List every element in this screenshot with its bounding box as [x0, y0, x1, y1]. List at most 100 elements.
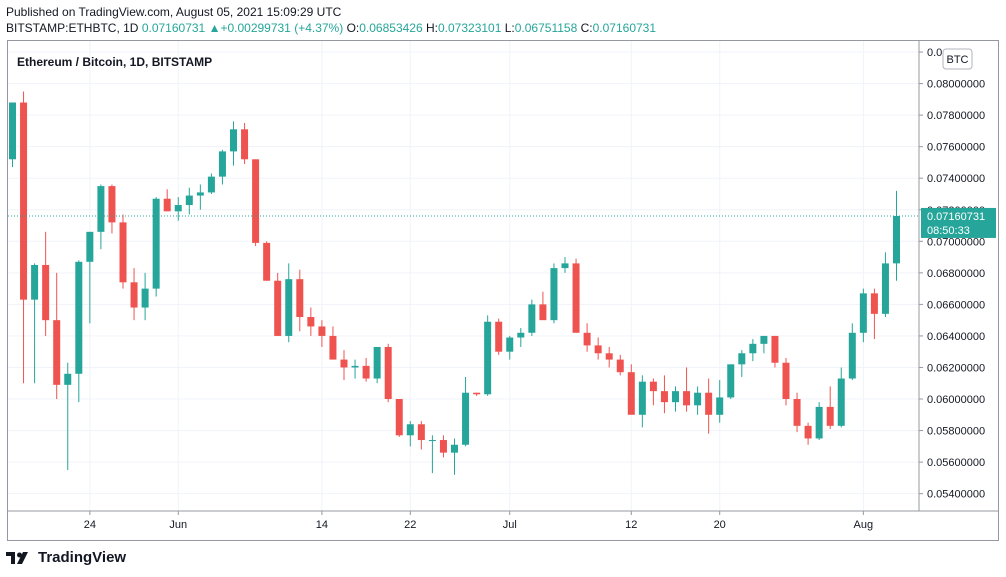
candle — [42, 231, 50, 336]
candle-body — [417, 424, 425, 441]
x-tick-label: 14 — [316, 519, 328, 531]
candle-body — [42, 264, 50, 321]
candle — [230, 121, 237, 166]
up-triangle-icon: ▲ — [208, 21, 221, 35]
y-tick-label: 0.05400000 — [927, 489, 985, 501]
candle — [439, 435, 447, 458]
candle — [793, 392, 801, 433]
candle — [749, 339, 757, 362]
candle — [296, 269, 304, 332]
candle — [462, 376, 470, 447]
y-tick-label: 0.05800000 — [927, 426, 985, 438]
candle — [583, 323, 591, 352]
published-line: Published on TradingView.com, August 05,… — [6, 5, 342, 19]
y-tick-label: 0.0 — [927, 47, 942, 59]
candle — [660, 375, 668, 414]
candle-body — [517, 332, 525, 338]
candle-body — [539, 304, 547, 321]
candle — [362, 358, 370, 382]
candle — [141, 272, 149, 321]
candle-body — [163, 198, 171, 212]
candle-body — [439, 440, 447, 453]
open-label: O: — [346, 21, 360, 35]
candle-body — [638, 381, 646, 415]
currency-badge[interactable]: BTC — [942, 48, 973, 70]
candle — [506, 335, 514, 360]
candle-body — [97, 186, 105, 232]
currency-badge-label: BTC — [947, 54, 969, 66]
candle-body — [815, 406, 823, 439]
y-tick-label: 0.06800000 — [927, 268, 985, 280]
price-chart[interactable]: 0.05400000 0.05600000 0.05800000 0.06000000… — [8, 41, 998, 540]
candle-body — [362, 365, 370, 379]
candle — [417, 421, 425, 450]
candle — [75, 260, 83, 403]
candle-body — [241, 129, 249, 160]
tradingview-brand[interactable]: TradingView — [6, 549, 126, 566]
candle-body — [130, 282, 138, 308]
candle-body — [406, 424, 414, 436]
candle-body — [307, 317, 315, 327]
chart-title: Ethereum / Bitcoin, 1D, BITSTAMP — [17, 55, 212, 69]
candle — [108, 184, 116, 234]
candle-body — [263, 242, 271, 281]
candle — [771, 335, 779, 368]
candle-body — [859, 293, 867, 333]
candle — [826, 386, 834, 429]
candle-body — [749, 343, 757, 354]
y-tick-label: 0.06000000 — [927, 394, 985, 406]
candle-body — [75, 261, 83, 374]
y-tick-label: 0.08000000 — [927, 79, 985, 91]
candles — [9, 91, 900, 475]
candle — [119, 214, 127, 289]
brand-name: TradingView — [38, 549, 127, 566]
candle — [705, 378, 713, 434]
candle-body — [329, 335, 337, 360]
candle — [638, 375, 646, 428]
candle-body — [804, 425, 812, 439]
candle — [893, 190, 900, 281]
tradingview-logo-icon — [6, 551, 28, 564]
y-tick-label: 0.07800000 — [927, 110, 985, 122]
candle — [627, 364, 635, 415]
candle-body — [594, 345, 602, 354]
candle — [672, 386, 679, 412]
candle-body — [9, 102, 16, 160]
symbol-label: BITSTAMP:ETHBTC, 1D — [6, 21, 139, 35]
candle-body — [583, 332, 591, 346]
candle-body — [64, 373, 72, 385]
candle-body — [207, 176, 215, 193]
candle-body — [738, 353, 746, 365]
grid — [8, 41, 919, 511]
candle — [616, 354, 624, 376]
candle — [373, 346, 381, 384]
candle-body — [616, 359, 624, 373]
candle-body — [495, 321, 503, 352]
x-tick-label: 20 — [714, 519, 726, 531]
low-label: L: — [504, 21, 515, 35]
candle — [163, 189, 171, 212]
candle — [605, 346, 613, 368]
countdown-timer: 08:50:33 — [927, 225, 970, 237]
candle — [848, 323, 856, 381]
candle-body — [572, 263, 580, 333]
candle-body — [274, 280, 282, 336]
candle-body — [86, 231, 94, 262]
candle-body — [660, 391, 668, 403]
candle-body — [141, 288, 149, 308]
y-tick-label: 0.06400000 — [927, 331, 985, 343]
candle — [97, 184, 105, 250]
candle-body — [384, 346, 392, 400]
candle-body — [672, 391, 679, 403]
high-label: H: — [425, 21, 438, 35]
candle-body — [296, 279, 304, 318]
candle-body — [119, 222, 127, 283]
candle-body — [760, 335, 768, 344]
candle — [152, 197, 160, 297]
candle — [263, 241, 271, 281]
low-value: 0.06751158 — [514, 21, 578, 35]
candle — [683, 367, 691, 412]
candle-body — [683, 391, 691, 406]
x-tick-label: 24 — [84, 519, 96, 531]
candle — [716, 380, 724, 423]
